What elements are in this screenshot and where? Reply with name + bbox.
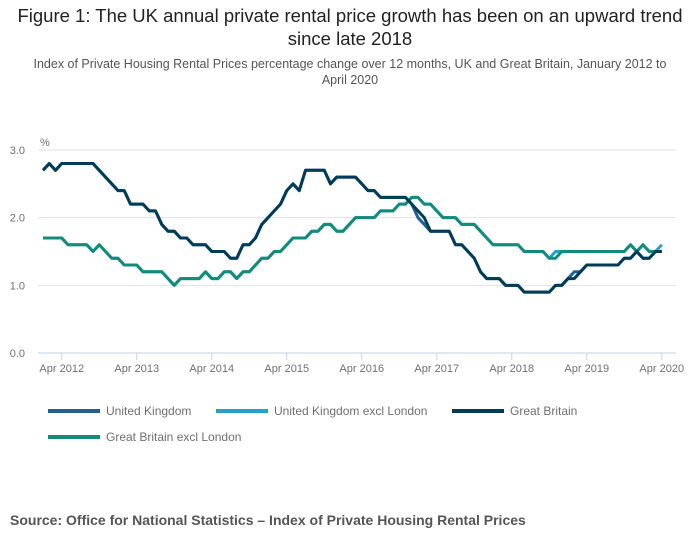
x-tick-label: Apr 2019: [564, 363, 609, 375]
source-note: Source: Office for National Statistics –…: [10, 512, 526, 528]
series-line-united-kingdom[interactable]: [41, 162, 662, 294]
y-tick-label: 3.0: [10, 145, 25, 157]
x-tick-label: Apr 2020: [639, 363, 684, 375]
legend-item-great-britain[interactable]: Great Britain: [452, 404, 577, 418]
legend-swatch: [48, 409, 100, 413]
x-tick-label: Apr 2014: [189, 363, 234, 375]
x-tick-label: Apr 2016: [339, 363, 384, 375]
series-line-great-britain[interactable]: [41, 162, 662, 294]
legend-label: Great Britain excl London: [106, 430, 242, 444]
chart-title: Figure 1: The UK annual private rental p…: [17, 5, 683, 49]
y-tick-label: 0.0: [10, 348, 25, 360]
legend-label: United Kingdom excl London: [274, 404, 428, 418]
legend-item-united-kingdom[interactable]: United Kingdom: [48, 404, 191, 418]
series-line-great-britain-excl-london[interactable]: [43, 195, 662, 287]
x-tick-label: Apr 2013: [114, 363, 159, 375]
x-tick-label: Apr 2015: [264, 363, 309, 375]
legend-swatch: [452, 409, 504, 413]
y-tick-label: 1.0: [10, 280, 25, 292]
legend-swatch: [48, 435, 100, 439]
legend-item-gb-excl-london[interactable]: Great Britain excl London: [48, 430, 241, 444]
series-line-united-kingdom-excl-london[interactable]: [43, 195, 663, 287]
legend-swatch: [216, 409, 268, 413]
x-axis: Apr 2012 Apr 2013 Apr 2014 Apr 2015 Apr 2016…: [39, 353, 684, 375]
line-chart: 0.01.02.03.0 % Apr 2012 Apr 2013 Apr 2014 A…: [10, 137, 684, 375]
legend-label: United Kingdom: [106, 404, 192, 418]
x-tick-label: Apr 2012: [39, 363, 84, 375]
x-tick-label: Apr 2017: [414, 363, 459, 375]
series-lines: [41, 162, 663, 294]
legend-item-uk-excl-london[interactable]: United Kingdom excl London: [216, 404, 427, 418]
y-axis: 0.0 1.0 2.0 3.0: [10, 145, 25, 360]
y-tick-label: 2.0: [10, 213, 25, 225]
legend-label: Great Britain: [510, 404, 578, 418]
x-tick-label: Apr 2018: [489, 363, 534, 375]
y-axis-unit-label: %: [40, 137, 50, 149]
chart-subtitle: Index of Private Housing Rental Prices p…: [33, 57, 667, 87]
